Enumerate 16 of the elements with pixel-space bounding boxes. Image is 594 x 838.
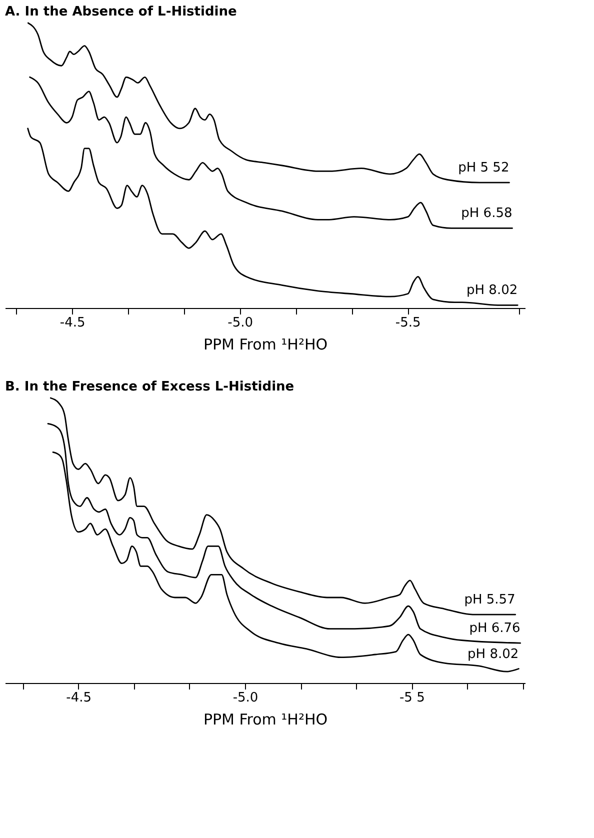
chart-title: B. In the Fresence of Excess L-Histidine — [5, 379, 294, 394]
x-tick-label: -4.5 — [60, 316, 86, 330]
series-label: pH 5 52 — [458, 160, 510, 176]
series-label: pH 8.02 — [466, 283, 518, 298]
x-axis-title: PPM From ¹H²HO — [203, 710, 328, 728]
x-tick-label: -5.5 — [395, 316, 421, 330]
x-tick-label: -5.0 — [228, 316, 254, 330]
series-label: pH 6.76 — [469, 621, 520, 636]
x-tick-label: -5 5 — [399, 690, 425, 706]
chart-title: A. In the Absence of L-Histidine — [5, 4, 237, 20]
x-tick-label: -5.0 — [232, 690, 258, 706]
series-label: pH 6.58 — [461, 206, 512, 222]
x-axis-title: PPM From ¹H²HO — [203, 336, 328, 354]
series-label: pH 8.02 — [468, 646, 519, 662]
x-tick-label: -4.5 — [66, 690, 92, 706]
series-label: pH 5.57 — [464, 592, 516, 608]
